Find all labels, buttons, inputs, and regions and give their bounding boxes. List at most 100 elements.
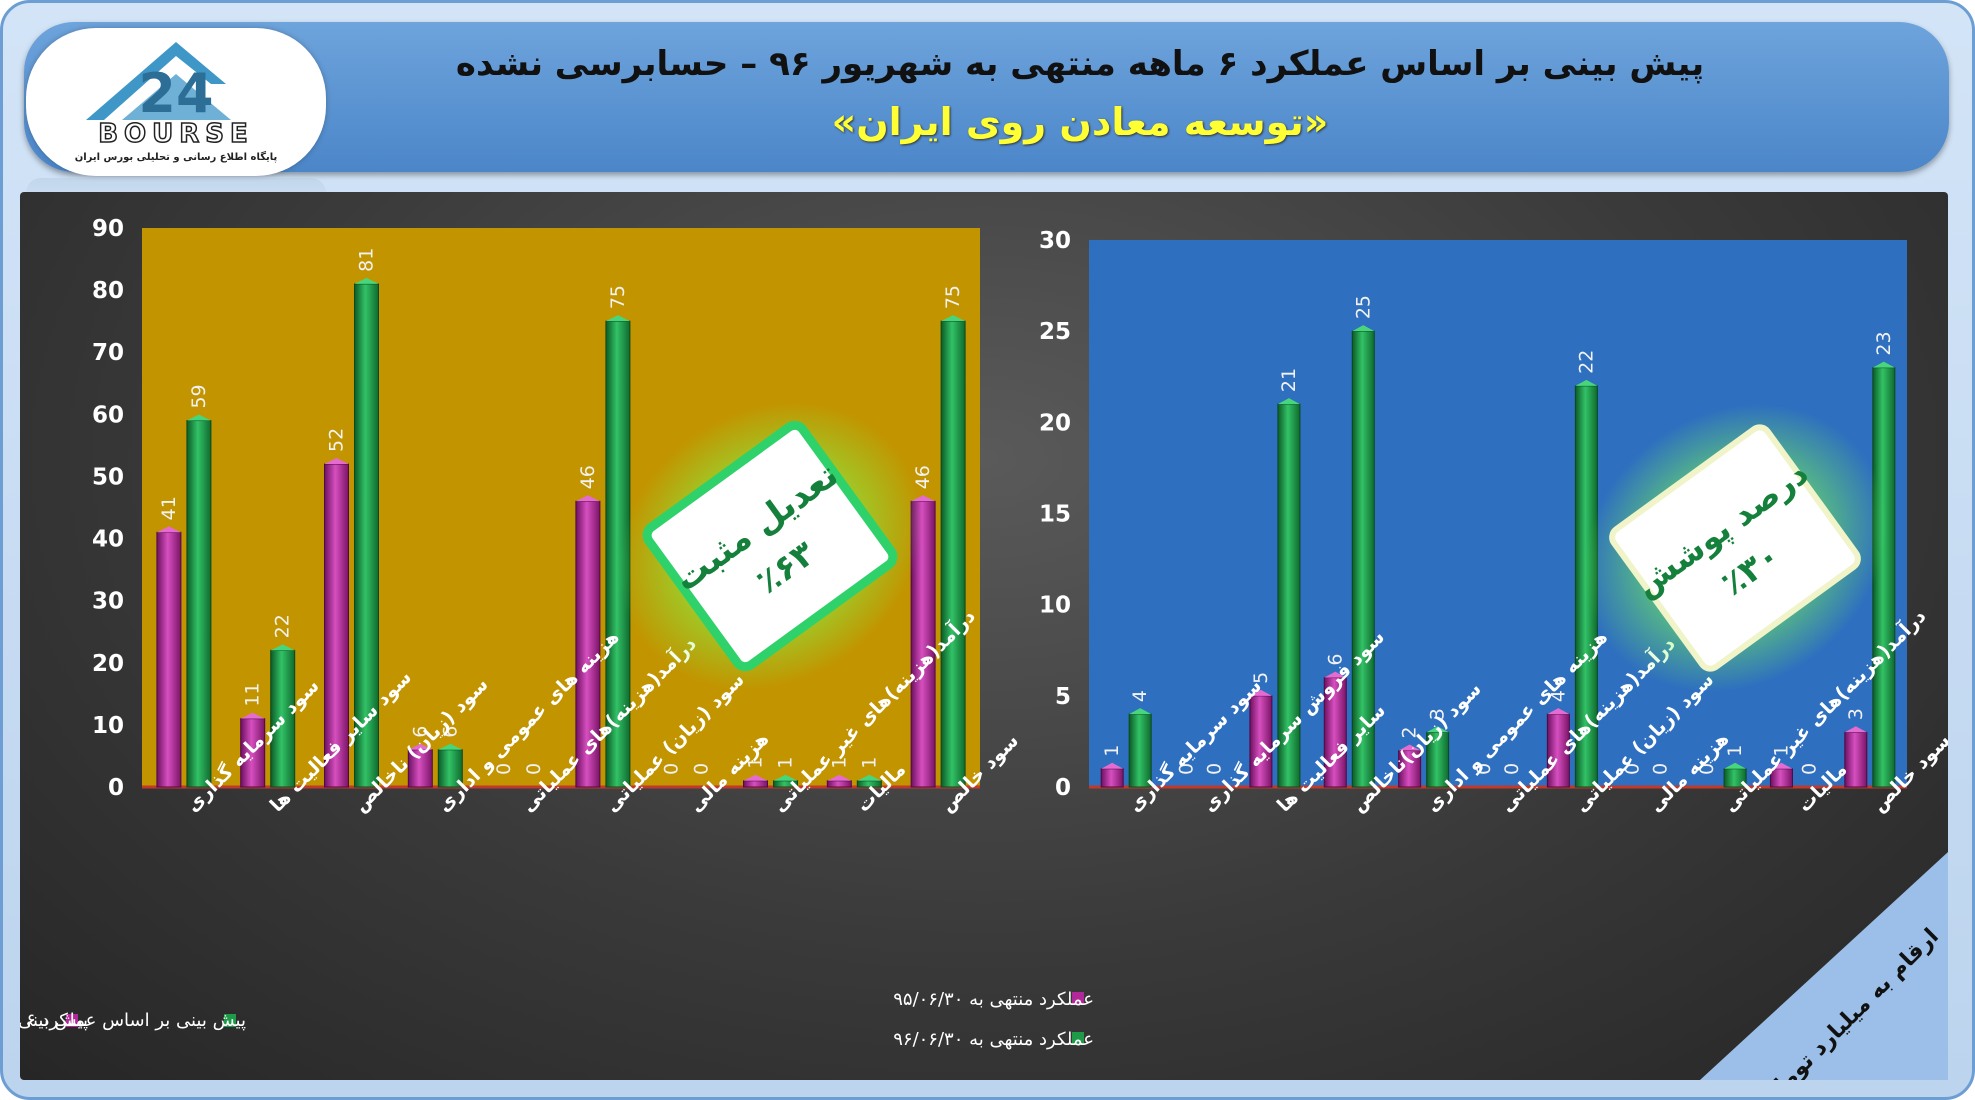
data-label: 59 [188,384,210,408]
bar-prev [407,749,433,788]
data-label: 1 [775,757,797,769]
bar-top-cap [408,743,433,750]
bar-prev [1100,768,1124,788]
bar-prev [240,718,266,788]
data-label: 0 [1650,763,1672,775]
bar-top-cap [438,743,463,750]
bar-prev [1249,695,1273,788]
y-tick-label: 20 [92,651,124,677]
y-tick-label: 50 [92,464,124,490]
bar-curr [437,749,463,788]
data-label: 11 [242,682,264,706]
y-tick-label: 90 [92,216,124,242]
bar-curr [1351,330,1375,788]
bar-prev [743,780,768,788]
legend-curr-swatch [224,1014,236,1027]
bar-top-cap [1398,744,1421,751]
legend-curr-label: پیش بینی بر اساس عملکرد ۶ ماهه [20,1010,246,1031]
bar-top-cap [1844,726,1867,733]
data-label: 46 [912,465,934,489]
right-legend: عملکرد منتهی به ۹۵/۰۶/۳۰ عملکرد منتهی به… [893,989,1094,1050]
data-label: 41 [158,496,180,520]
data-label: 6 [1324,654,1346,666]
bar-top-cap [1249,689,1272,696]
y-tick-label: 0 [1055,775,1071,801]
y-tick-label: 30 [1039,228,1071,254]
data-label: 4 [1547,690,1569,702]
data-label: 25 [1352,295,1374,319]
y-tick-label: 60 [92,402,124,428]
bar-top-cap [1426,726,1449,733]
logo-wordmark: BOURSE [98,119,254,149]
bar-top-cap [941,315,966,322]
bar-prev [324,463,349,788]
data-label: 0 [493,763,515,775]
legend-prev-label: پیش بینی قبلی [20,1010,88,1031]
data-label: 75 [607,285,629,309]
bourse-logo-icon: 24 BOURSE پایگاه اطلاع رسانی و تحلیلی بو… [75,42,278,163]
left-legend: پیش بینی قبلی پیش بینی بر اساس عملکرد ۶ … [0,1010,246,1031]
left-y-ticks: 0 10 20 30 40 50 60 70 80 90 [92,216,124,801]
bar-top-cap [240,712,265,719]
data-label: 2 [1399,726,1421,738]
y-tick-label: 10 [1039,593,1071,619]
bar-top-cap [1129,708,1152,715]
data-label: 1 [858,757,880,769]
legend-96-label: عملکرد منتهی به ۹۶/۰۶/۳۰ [893,1029,1094,1050]
data-label: 1 [828,757,850,769]
data-label: 4 [1129,690,1151,702]
bar-top-cap [743,774,768,781]
data-label: 0 [1176,763,1198,775]
page-title: پیش بینی بر اساس عملکرد ۶ ماهه منتهی به … [455,44,1705,84]
data-label: 22 [1575,350,1597,374]
bar-top-cap [827,774,852,781]
bar-top-cap [156,526,181,533]
y-tick-label: 70 [92,340,124,366]
bar-top-cap [1770,762,1793,769]
bar-prev [1844,731,1868,788]
bar-curr [270,649,296,788]
y-tick-label: 0 [108,775,124,801]
data-label: 0 [1204,763,1226,775]
data-label: 5 [1250,672,1272,684]
data-label: 46 [577,465,599,489]
data-label: 6 [409,726,431,738]
bar-prev [156,531,182,788]
data-label: 0 [1622,763,1644,775]
data-label: 1 [745,757,767,769]
company-name: «توسعه معادن روی ایران» [831,100,1329,144]
data-label: 0 [1696,763,1718,775]
data-label: 75 [942,285,964,309]
bar-top-cap [1101,762,1124,769]
data-label: 0 [691,763,713,775]
bar-curr [940,320,966,788]
bar-top-cap [857,774,882,781]
left-badge: تعدیل مثبت ٪۶۳ [618,401,922,691]
bar-top-cap [1547,708,1570,715]
legend-95-label: عملکرد منتهی به ۹۵/۰۶/۳۰ [893,989,1094,1010]
data-label: 0 [1473,763,1495,775]
y-tick-label: 15 [1039,502,1071,528]
bar-top-cap [1277,398,1300,405]
legend-95-swatch [1072,992,1084,1005]
bar-top-cap [324,458,349,465]
corner-note-bg [1700,852,1948,1080]
legend-96-swatch [1072,1032,1084,1045]
bar-curr [186,420,212,788]
data-label: 81 [356,248,378,272]
bar-curr [354,283,379,788]
logo: 24 BOURSE پایگاه اطلاع رسانی و تحلیلی بو… [26,28,326,176]
y-tick-label: 80 [92,278,124,304]
data-label: 21 [1278,368,1300,392]
y-tick-label: 20 [1039,410,1071,436]
right-y-ticks: 0 5 10 15 20 25 30 [1039,228,1071,801]
bar-top-cap [270,644,295,651]
bar-top-cap [1724,762,1747,769]
bar-top-cap [1872,361,1895,368]
bar-top-cap [1324,671,1347,678]
y-tick-label: 25 [1039,319,1071,345]
